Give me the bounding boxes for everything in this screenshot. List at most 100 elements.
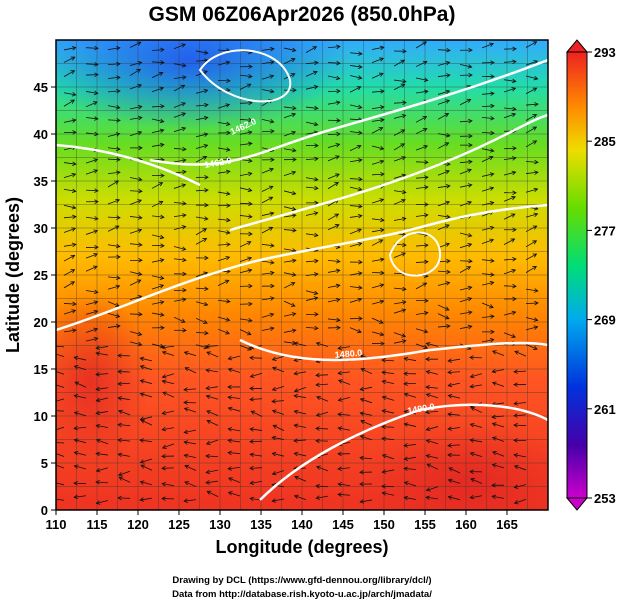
streamline bbox=[118, 397, 131, 400]
streamline-arrow bbox=[533, 288, 539, 293]
chart-title: GSM 06Z06Apr2026 (850.0hPa) bbox=[149, 3, 456, 26]
streamline bbox=[481, 202, 494, 206]
streamline-arrow bbox=[116, 88, 121, 94]
streamline bbox=[74, 365, 87, 371]
x-tick-label: 115 bbox=[87, 517, 108, 532]
streamline-arrow bbox=[403, 481, 409, 486]
streamline-arrow bbox=[381, 357, 386, 363]
streamline-arrow bbox=[269, 296, 275, 301]
streamline-arrow bbox=[139, 356, 145, 362]
streamline bbox=[426, 426, 439, 431]
streamline-arrow bbox=[116, 275, 121, 281]
streamline-arrow bbox=[117, 353, 122, 358]
streamline bbox=[239, 187, 252, 192]
streamline bbox=[151, 259, 164, 263]
streamline-arrow bbox=[203, 70, 208, 75]
streamline bbox=[448, 496, 461, 501]
streamline-arrow bbox=[336, 131, 341, 137]
streamline-arrow bbox=[94, 116, 99, 121]
streamline bbox=[437, 304, 450, 311]
streamline bbox=[239, 215, 252, 218]
streamline bbox=[195, 344, 208, 349]
streamline-arrow bbox=[248, 100, 253, 106]
streamline bbox=[173, 76, 186, 79]
streamline bbox=[349, 52, 362, 55]
streamline-arrow bbox=[249, 373, 255, 378]
streamline bbox=[195, 216, 208, 220]
streamline bbox=[63, 227, 76, 233]
streamline-arrow bbox=[140, 464, 146, 469]
streamline bbox=[305, 121, 318, 126]
streamline-arrow bbox=[269, 312, 275, 318]
streamline-arrow bbox=[532, 140, 538, 145]
streamline-arrow bbox=[357, 213, 363, 219]
streamline bbox=[492, 402, 505, 406]
streamline bbox=[140, 416, 153, 420]
streamline bbox=[393, 252, 406, 258]
streamline bbox=[393, 143, 405, 151]
streamline bbox=[371, 218, 384, 221]
streamline-arrow bbox=[425, 341, 431, 347]
streamline-arrow bbox=[468, 258, 473, 264]
streamline bbox=[448, 413, 461, 416]
streamline-arrow bbox=[115, 302, 120, 308]
streamline bbox=[503, 61, 517, 63]
streamline-arrow bbox=[335, 100, 341, 105]
streamline bbox=[228, 491, 241, 497]
streamline-arrow bbox=[489, 148, 495, 153]
streamline-arrow bbox=[293, 423, 299, 429]
streamline bbox=[437, 313, 450, 320]
streamline-arrow bbox=[269, 119, 275, 124]
streamline bbox=[382, 371, 395, 375]
streamline bbox=[415, 161, 429, 163]
streamline-arrow bbox=[313, 84, 319, 90]
streamline-arrow bbox=[403, 443, 408, 448]
streamline-arrow bbox=[403, 409, 409, 415]
streamline-arrow bbox=[359, 386, 365, 392]
streamline-arrow bbox=[158, 200, 164, 205]
streamline-arrow bbox=[337, 492, 342, 497]
streamline-arrow bbox=[291, 170, 297, 176]
streamline-arrow bbox=[204, 330, 209, 336]
streamline-arrow bbox=[248, 283, 253, 289]
streamline bbox=[173, 214, 186, 218]
streamline-arrow bbox=[400, 129, 406, 134]
streamline bbox=[206, 410, 219, 417]
streamline bbox=[56, 370, 65, 375]
streamline-arrow bbox=[489, 225, 495, 231]
streamline bbox=[239, 83, 251, 90]
streamline-arrow bbox=[467, 310, 473, 315]
colorbar-tick-label: 253 bbox=[594, 491, 616, 506]
streamline bbox=[195, 133, 208, 138]
streamline-arrow bbox=[161, 350, 167, 356]
streamline-arrow bbox=[184, 481, 189, 486]
streamline-arrow bbox=[316, 465, 321, 470]
streamline bbox=[140, 439, 153, 443]
streamline bbox=[151, 182, 163, 189]
streamline-arrow bbox=[184, 464, 190, 470]
streamline-arrow bbox=[337, 426, 343, 431]
streamline-arrow bbox=[513, 382, 518, 387]
streamline bbox=[63, 92, 76, 96]
streamline bbox=[173, 63, 186, 67]
streamline bbox=[239, 202, 253, 205]
streamline-arrow bbox=[532, 114, 538, 119]
streamline-arrow bbox=[116, 215, 121, 220]
streamline-arrow bbox=[448, 467, 454, 472]
streamline bbox=[349, 86, 361, 93]
streamline-arrow bbox=[402, 78, 407, 84]
streamline bbox=[217, 218, 230, 221]
streamline-arrow bbox=[183, 429, 189, 435]
streamline bbox=[481, 315, 494, 318]
streamline-arrow bbox=[94, 216, 99, 221]
streamline bbox=[437, 170, 450, 176]
streamline-arrow bbox=[425, 409, 430, 415]
streamline-arrow bbox=[226, 299, 231, 304]
streamline-arrow bbox=[512, 296, 517, 302]
streamline-arrow bbox=[402, 286, 407, 292]
streamline-arrow bbox=[379, 105, 385, 110]
streamline bbox=[173, 316, 186, 323]
streamline-arrow bbox=[424, 159, 429, 165]
streamline-arrow bbox=[292, 87, 297, 93]
streamline-arrow bbox=[447, 412, 452, 417]
